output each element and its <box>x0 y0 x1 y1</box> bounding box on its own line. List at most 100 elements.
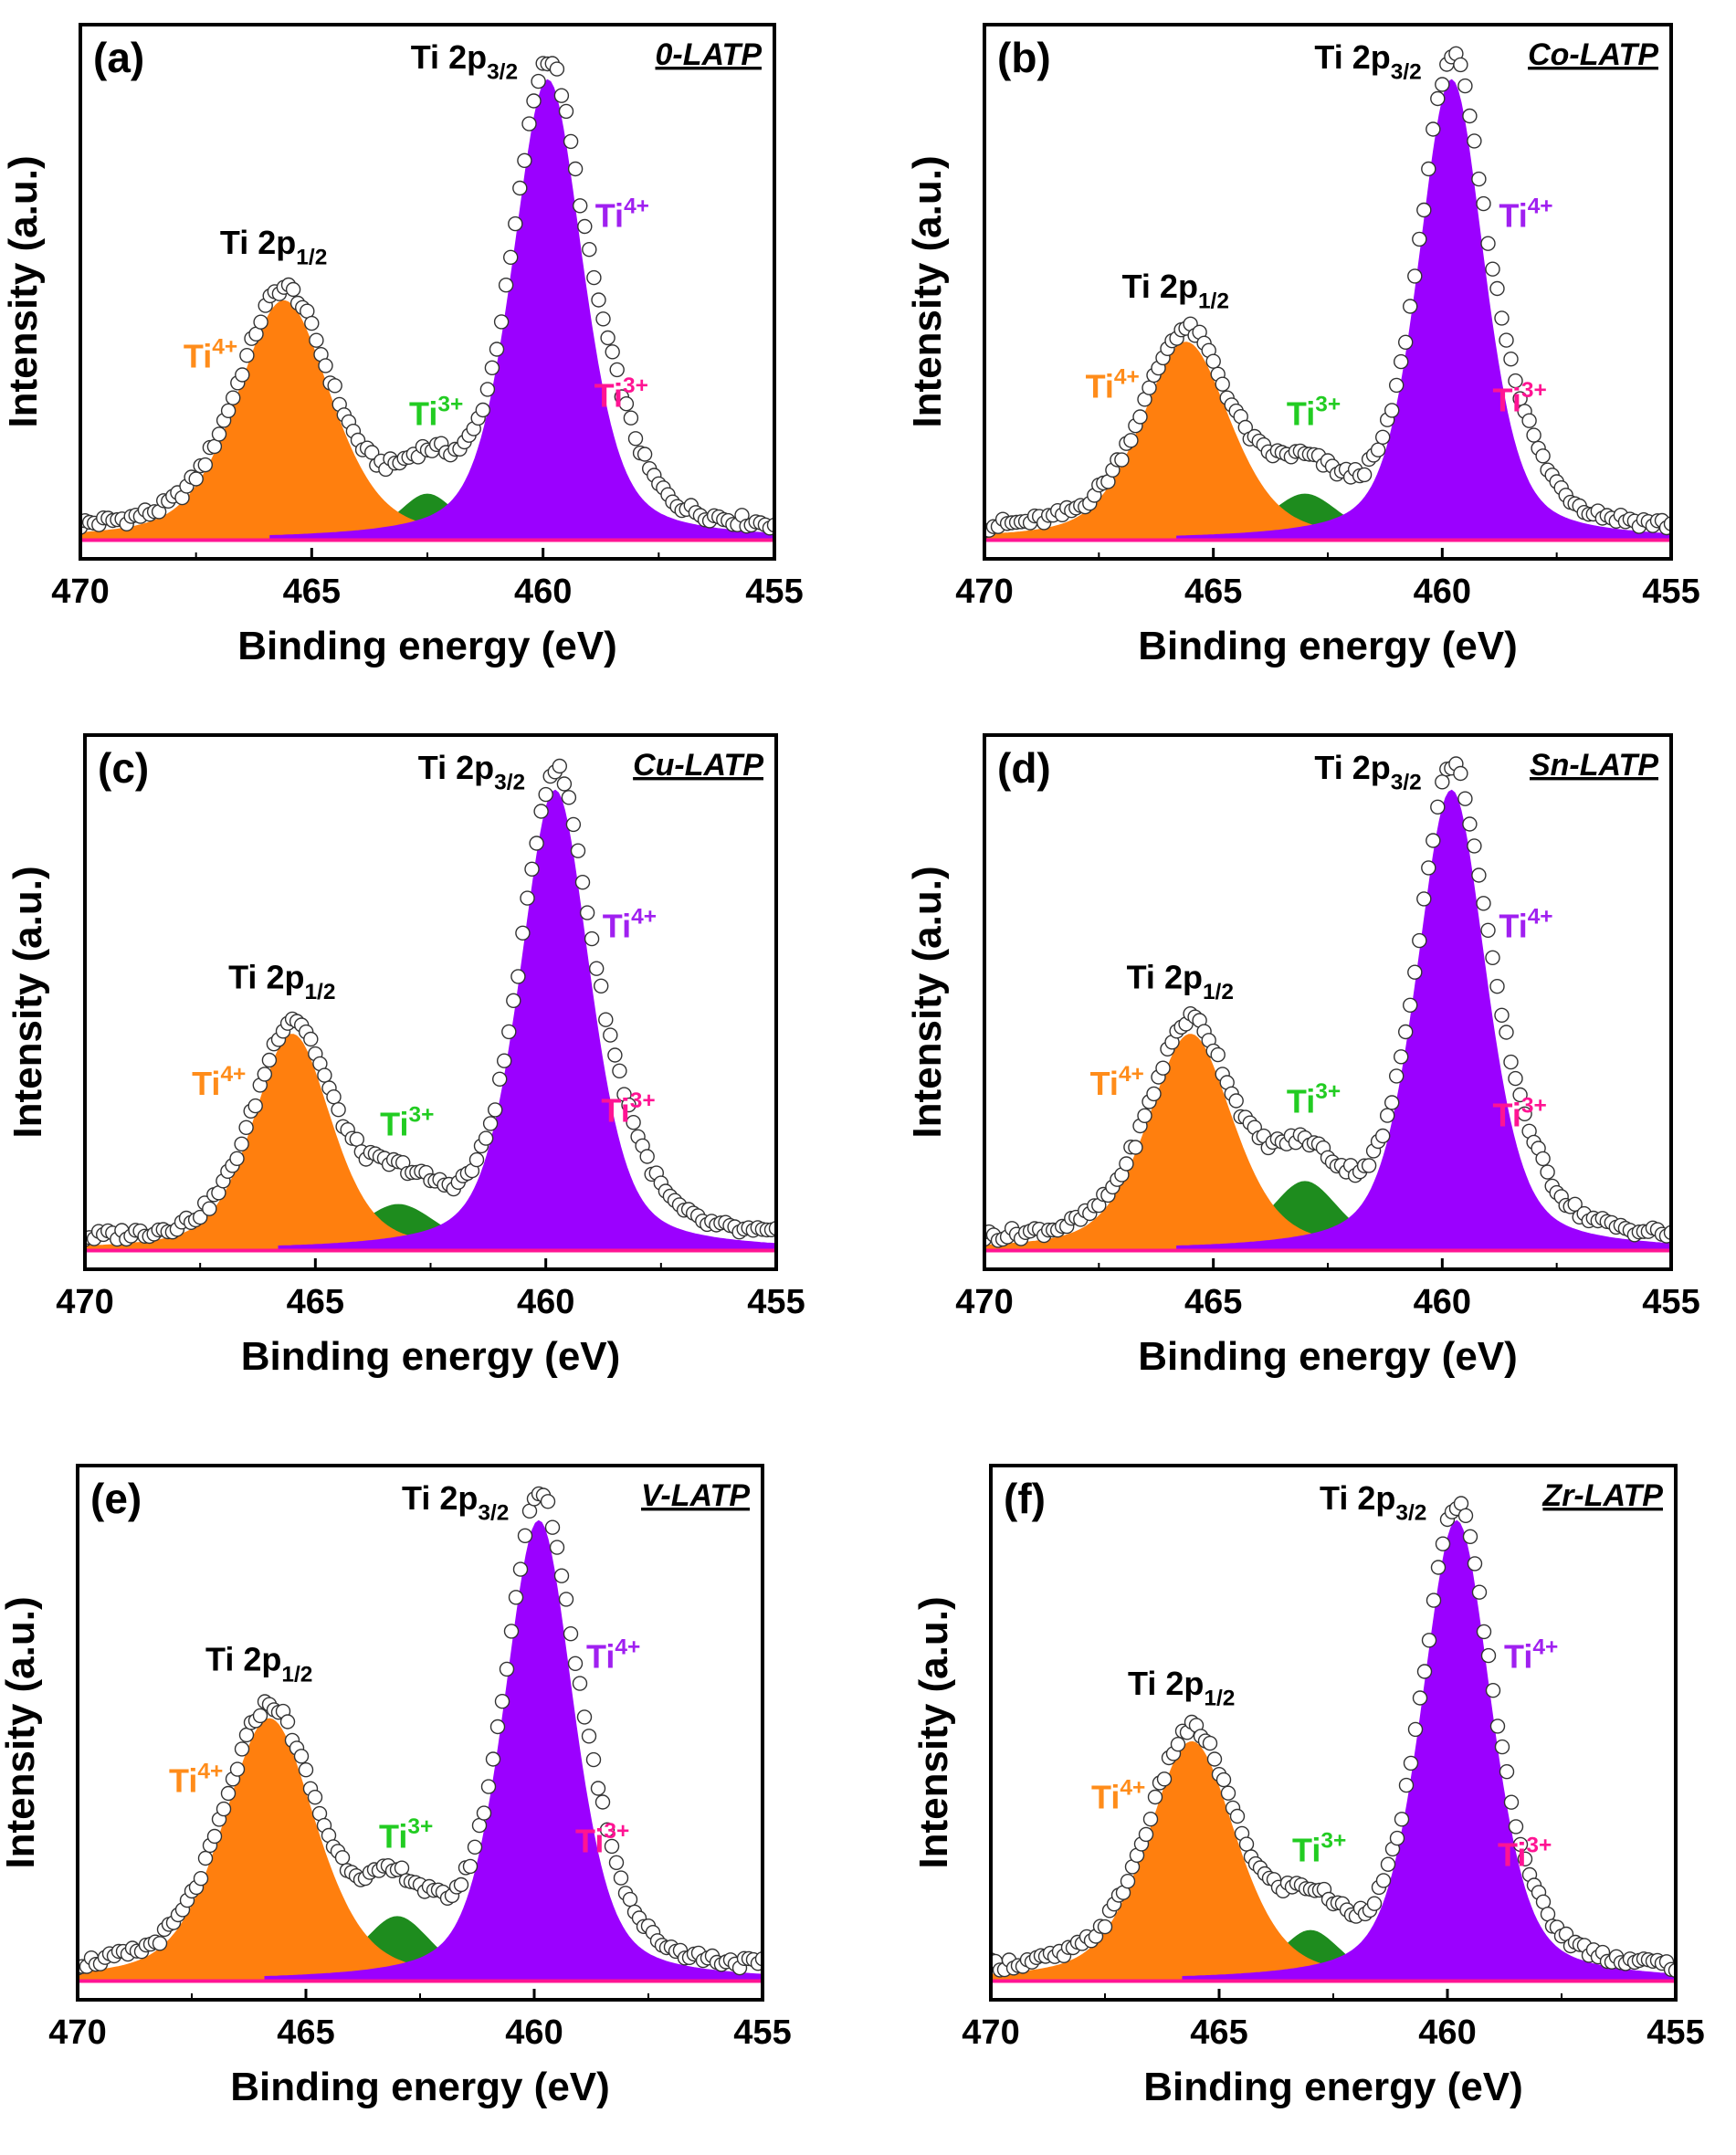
data-point <box>526 93 542 109</box>
data-point <box>626 1114 641 1130</box>
data-point <box>1384 1095 1400 1110</box>
data-point <box>1453 765 1468 782</box>
data-point <box>604 1838 620 1855</box>
data-point <box>1374 429 1391 445</box>
data-point <box>253 314 268 330</box>
x-tick-label: 455 <box>733 2013 791 2052</box>
label-ti4-2p32: Ti4+ <box>595 194 649 235</box>
data-point <box>261 1052 278 1068</box>
data-points <box>991 1496 1676 1979</box>
data-point <box>1393 353 1409 370</box>
data-point <box>1412 231 1427 247</box>
data-point <box>623 410 639 426</box>
x-tick-label: 455 <box>1642 573 1699 611</box>
data-point <box>293 1749 310 1764</box>
data-point <box>1142 380 1157 395</box>
data-point <box>304 315 320 331</box>
data-point <box>510 969 526 984</box>
x-tick-label: 465 <box>1184 573 1242 611</box>
panel-e: 470 465 460 455 Binding energy (eV) Intensity… <box>0 1464 792 2109</box>
data-point <box>1114 452 1130 468</box>
data-point <box>612 1063 627 1079</box>
label-ti3-2p12: Ti3+ <box>409 392 463 432</box>
y-axis-label: Intensity (a.u.) <box>911 1596 956 1868</box>
data-point <box>1508 373 1523 389</box>
data-point <box>563 133 579 150</box>
x-tick-label: 455 <box>747 1283 805 1321</box>
data-point <box>594 1794 611 1810</box>
data-point <box>1489 978 1505 994</box>
data-point <box>1526 427 1541 443</box>
panel-label: (c) <box>98 744 149 792</box>
data-point <box>220 1785 237 1802</box>
plot-area <box>991 1496 1676 1983</box>
data-point <box>1403 1755 1419 1771</box>
data-point <box>1421 1633 1437 1648</box>
data-point <box>326 1088 342 1105</box>
data-point <box>1123 433 1139 448</box>
x-tick-label: 465 <box>1184 1283 1242 1321</box>
peak-ti4-p32 <box>1176 789 1671 1251</box>
data-point <box>1540 1164 1555 1180</box>
data-point <box>524 861 540 877</box>
data-point <box>257 1067 272 1082</box>
data-point <box>1238 1836 1255 1852</box>
data-point <box>579 905 595 920</box>
data-point <box>1457 1508 1474 1524</box>
data-point <box>1220 1785 1236 1801</box>
plot-area <box>85 758 776 1253</box>
data-point <box>1480 922 1496 938</box>
data-point <box>1146 1086 1162 1102</box>
plot-area <box>984 756 1671 1253</box>
data-point <box>471 1817 488 1834</box>
data-point <box>1426 121 1441 137</box>
data-point <box>1426 833 1441 848</box>
data-point <box>553 1568 570 1583</box>
data-point <box>585 1751 602 1768</box>
data-point <box>1147 1789 1163 1805</box>
x-tick-label: 455 <box>745 573 803 611</box>
data-point <box>1361 1158 1377 1173</box>
data-point <box>394 1860 410 1876</box>
data-point <box>1128 1140 1143 1155</box>
data-point <box>1480 236 1496 251</box>
data-point <box>1210 1046 1226 1063</box>
x-tick-label: 460 <box>1414 1283 1471 1321</box>
x-tick-label: 465 <box>283 573 341 611</box>
x-tick-label: 455 <box>1642 1283 1699 1321</box>
x-tick-label: 470 <box>955 1283 1013 1321</box>
label-ti4-2p12: Ti4+ <box>184 335 237 375</box>
data-point <box>570 843 586 858</box>
data-point <box>1416 891 1432 907</box>
data-point <box>574 875 591 890</box>
data-point <box>1374 1128 1391 1144</box>
data-point <box>279 1714 296 1729</box>
data-point <box>467 1839 483 1855</box>
data-points <box>984 756 1671 1248</box>
plot-area <box>80 56 774 542</box>
data-point <box>1402 299 1418 314</box>
plot-area <box>78 1486 763 1983</box>
data-point <box>475 402 490 418</box>
label-ti-2p32: Ti 2p3/2 <box>402 1479 509 1526</box>
data-point <box>556 776 573 792</box>
data-point <box>1494 1739 1510 1755</box>
data-point <box>598 1012 614 1027</box>
data-point <box>202 1201 217 1216</box>
data-point <box>309 332 324 348</box>
label-ti4-2p12: Ti4+ <box>169 1759 223 1799</box>
data-point <box>476 1805 492 1821</box>
data-point <box>549 61 565 77</box>
label-ti4-2p32: Ti4+ <box>603 905 657 945</box>
data-point <box>605 344 620 360</box>
x-axis-label: Binding energy (eV) <box>237 624 617 668</box>
data-point <box>462 1858 479 1875</box>
data-point <box>517 1528 533 1544</box>
data-point <box>1120 1873 1136 1889</box>
data-point <box>1421 860 1436 876</box>
data-point <box>1228 1093 1244 1109</box>
data-point <box>482 1116 499 1131</box>
data-point <box>480 1779 497 1794</box>
label-ti3-2p32: Ti3+ <box>1498 1833 1552 1873</box>
